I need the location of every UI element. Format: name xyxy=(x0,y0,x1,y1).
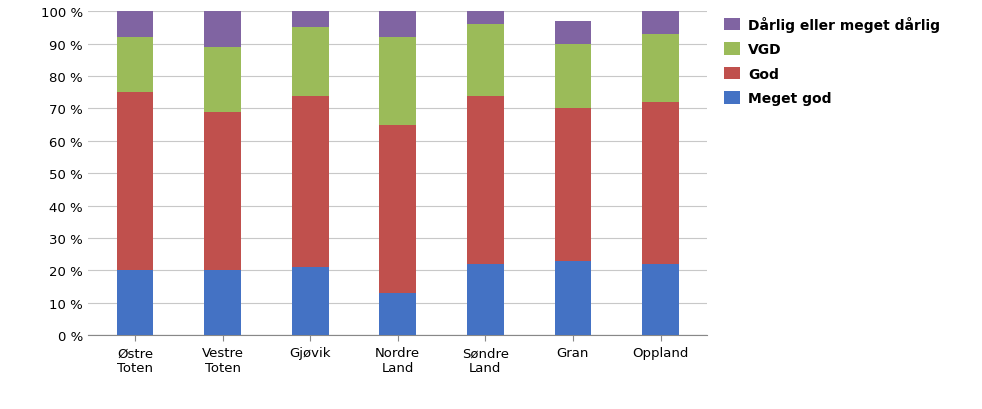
Bar xyxy=(642,35,679,103)
Bar xyxy=(555,22,591,45)
Bar xyxy=(466,25,504,96)
Bar xyxy=(292,267,329,335)
Bar xyxy=(292,12,329,29)
Bar xyxy=(555,261,591,335)
Bar xyxy=(117,12,153,38)
Bar xyxy=(117,93,153,271)
Bar xyxy=(642,264,679,335)
Bar xyxy=(379,38,416,125)
Bar xyxy=(204,271,241,335)
Bar xyxy=(292,29,329,96)
Bar xyxy=(642,12,679,35)
Bar xyxy=(204,48,241,112)
Bar xyxy=(466,12,504,25)
Bar xyxy=(292,96,329,267)
Bar xyxy=(204,12,241,48)
Bar xyxy=(466,264,504,335)
Bar xyxy=(466,96,504,264)
Bar xyxy=(555,45,591,109)
Bar xyxy=(379,12,416,38)
Bar xyxy=(379,125,416,293)
Bar xyxy=(379,293,416,335)
Bar xyxy=(117,38,153,93)
Bar xyxy=(555,109,591,261)
Bar xyxy=(204,112,241,271)
Legend: Dårlig eller meget dårlig, VGD, God, Meget god: Dårlig eller meget dårlig, VGD, God, Meg… xyxy=(720,13,944,110)
Bar xyxy=(117,271,153,335)
Bar xyxy=(642,103,679,264)
